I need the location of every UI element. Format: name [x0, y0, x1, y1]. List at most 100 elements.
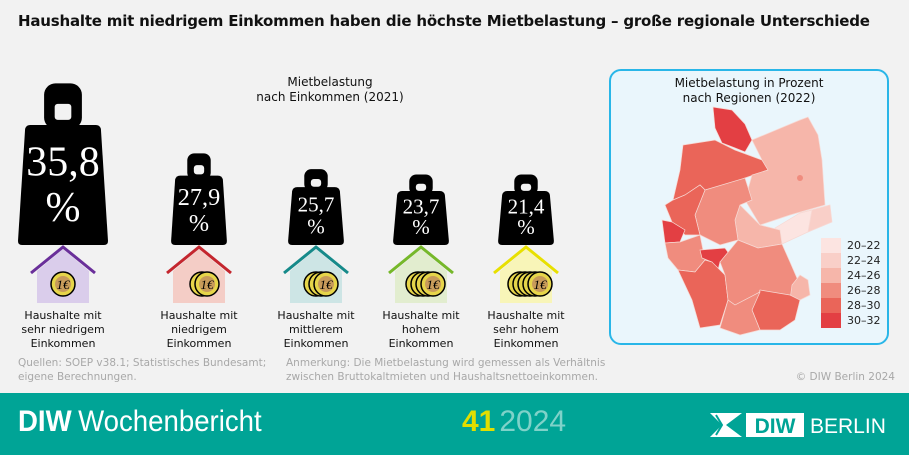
logo-berlin-text: BERLIN	[810, 415, 886, 437]
germany-map	[661, 106, 833, 336]
weight-label-line: Haushalte mit	[487, 309, 565, 322]
legend-item: 26–28	[821, 283, 881, 298]
note-line1: Anmerkung: Die Mietbelastung wird gemess…	[286, 357, 606, 369]
map-region	[699, 247, 731, 271]
weight-label-line: Einkommen	[388, 337, 454, 350]
weight: 35,8%	[18, 83, 108, 245]
footer-publication: DIW Wochenbericht	[18, 405, 262, 439]
weight-label-line: Einkommen	[166, 337, 232, 350]
weight-label-line: hohem	[401, 323, 441, 336]
weight-handle-hole	[415, 183, 427, 191]
weight-label-line: Einkommen	[30, 337, 96, 350]
issue-year: 2024	[499, 405, 567, 438]
weight-label: Haushalte mit sehr niedrigem Einkommen	[8, 309, 118, 351]
weight-label: Haushalte mit hohem Einkommen	[366, 309, 476, 351]
coin-label: 1€	[534, 277, 549, 292]
note-line2: zwischen Bruttokaltmieten und Haushaltsn…	[286, 371, 598, 383]
footer-issue: 41 2024	[462, 405, 566, 439]
footer-publication-name: Wochenbericht	[78, 405, 262, 438]
weight-handle-hole	[310, 179, 322, 187]
map-region	[664, 184, 706, 236]
weight-label-line: niedrigem	[171, 323, 227, 336]
legend-item: 28–30	[821, 298, 881, 313]
legend-swatch	[821, 253, 841, 268]
weight-label-line: Haushalte mit	[24, 309, 102, 322]
legend-label: 28–30	[847, 299, 881, 312]
weight-label-line: sehr hohem	[493, 323, 559, 336]
weight-value: 25,7	[298, 192, 335, 216]
left-chart-title: Mietbelastung nach Einkommen (2021)	[230, 75, 430, 105]
legend-item: 22–24	[821, 253, 881, 268]
weight-label: Haushalte mit mittlerem Einkommen	[261, 309, 371, 351]
map-title: Mietbelastung in Prozent nach Regionen (…	[611, 76, 887, 106]
coin-center	[55, 276, 71, 292]
weight-label: Haushalte mit sehr hohem Einkommen	[471, 309, 581, 351]
weight: 27,9%	[171, 153, 227, 245]
weight-body	[498, 191, 554, 245]
house-icon: 1€	[30, 245, 96, 303]
weight-percent: %	[517, 215, 535, 239]
weight-body	[393, 191, 449, 245]
map-title-line1: Mietbelastung in Prozent	[674, 76, 824, 90]
footer-bar: DIW Wochenbericht 41 2024 DIW BERLIN	[0, 393, 909, 455]
house-roof	[493, 245, 559, 275]
weight-value: 23,7	[403, 195, 440, 219]
house-icon: 1€	[388, 245, 454, 303]
coin-label: 1€	[320, 277, 335, 292]
page-title: Haushalte mit niedrigem Einkommen haben …	[18, 12, 870, 30]
map-region	[712, 106, 753, 153]
weight-handle-hole	[54, 103, 72, 120]
logo-diw-text: DIW	[755, 415, 796, 437]
weight-label-line: mittlerem	[289, 323, 343, 336]
house-icon: 1€	[283, 245, 349, 303]
coin-label: 1€	[57, 277, 72, 292]
map-region	[799, 204, 833, 233]
footer-brand: DIW	[18, 405, 72, 438]
weight-label-line: Haushalte mit	[277, 309, 355, 322]
coin-center	[532, 276, 548, 292]
map-region	[744, 116, 826, 226]
legend-swatch	[821, 268, 841, 283]
legend-item: 20–22	[821, 238, 881, 253]
weight-body	[288, 187, 344, 245]
house-icon: 1€	[493, 245, 559, 303]
legend-label: 22–24	[847, 254, 881, 267]
sources-note: Quellen: SOEP v38.1; Statistisches Bunde…	[18, 356, 266, 384]
map-region	[719, 291, 761, 336]
legend-label: 20–22	[847, 239, 881, 252]
sources-line1: Quellen: SOEP v38.1; Statistisches Bunde…	[18, 357, 267, 369]
weight-label-line: Einkommen	[283, 337, 349, 350]
house-roof	[166, 245, 232, 275]
weight: 21,4%	[498, 174, 554, 245]
coin-center	[425, 276, 441, 292]
weight-body	[171, 175, 227, 245]
weight-body	[18, 125, 108, 245]
weight-label-line: Haushalte mit	[160, 309, 238, 322]
weight-value: 35,8	[26, 139, 100, 185]
legend-swatch	[821, 283, 841, 298]
weight-label: Haushalte mit niedrigem Einkommen	[144, 309, 254, 351]
weight-label-line: sehr niedrigem	[21, 323, 105, 336]
copyright: © DIW Berlin 2024	[795, 371, 895, 383]
coin-center	[199, 276, 215, 292]
house-roof	[283, 245, 349, 275]
diw-berlin-logo: DIW BERLIN	[710, 413, 886, 437]
left-chart-title-line2: nach Einkommen (2021)	[256, 90, 404, 104]
weight-handle-hole	[520, 183, 532, 191]
coin-label: 1€	[427, 277, 442, 292]
legend-label: 24–26	[847, 269, 881, 282]
weights-pictogram: 35,8% 1€ 27,9% 1€ 25,7% 1€ 23,7% 1€ 21,4% 1€	[18, 83, 559, 303]
left-chart-title-line1: Mietbelastung	[287, 75, 373, 89]
weight-label-line: Haushalte mit	[382, 309, 460, 322]
weight-label-line: Einkommen	[493, 337, 559, 350]
coin-label: 1€	[201, 277, 216, 292]
method-note: Anmerkung: Die Mietbelastung wird gemess…	[286, 356, 605, 384]
house-roof	[388, 245, 454, 275]
weight-percent: %	[189, 210, 209, 237]
coin-center	[318, 276, 334, 292]
legend-label: 26–28	[847, 284, 881, 297]
weight-percent: %	[46, 185, 81, 231]
map-title-line2: nach Regionen (2022)	[682, 91, 816, 105]
legend-swatch	[821, 298, 841, 313]
weight-handle-hole	[193, 165, 205, 175]
